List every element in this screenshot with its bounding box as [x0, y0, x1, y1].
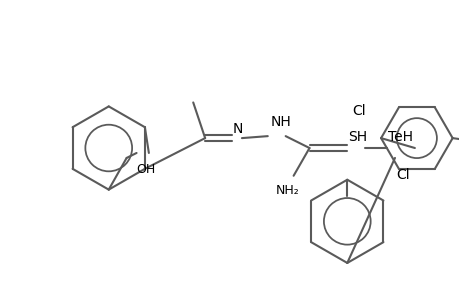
Text: TeH: TeH: [387, 130, 412, 144]
Text: Cl: Cl: [395, 168, 409, 182]
Text: N: N: [232, 122, 243, 136]
Text: Cl: Cl: [352, 104, 365, 118]
Text: SH: SH: [347, 130, 367, 144]
Text: OH: OH: [136, 163, 155, 176]
Text: NH₂: NH₂: [275, 184, 299, 197]
Text: NH: NH: [270, 115, 291, 129]
